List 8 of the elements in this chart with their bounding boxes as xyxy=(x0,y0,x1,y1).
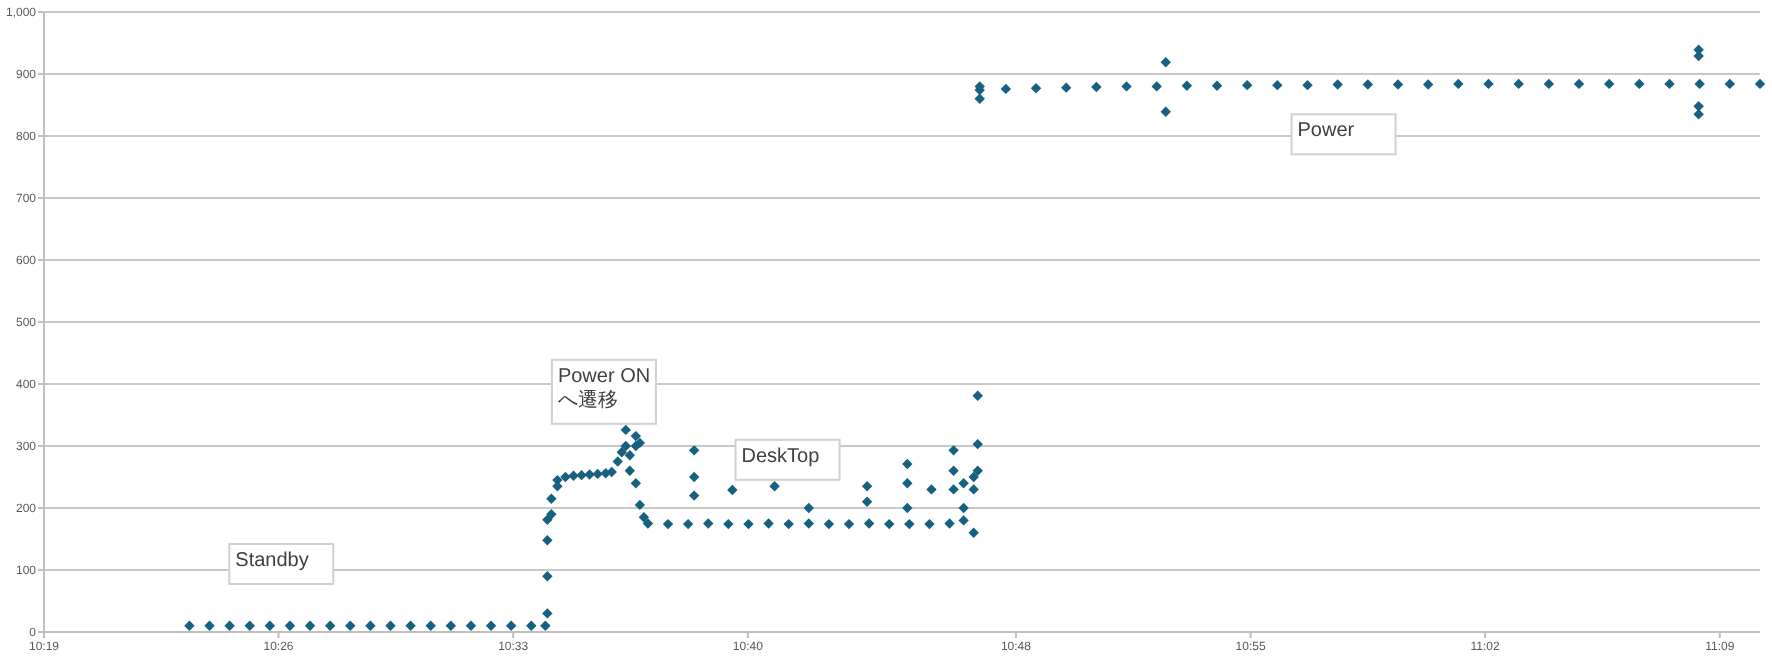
annotation: Power xyxy=(1290,113,1397,156)
annotation: DeskTop xyxy=(741,445,821,468)
annotation: Standby xyxy=(235,549,309,572)
annotation: Standby xyxy=(228,542,335,585)
annotation: DeskTop xyxy=(734,438,841,481)
annotation: Power ON へ遷移 xyxy=(557,365,651,412)
annotation: Power xyxy=(1297,120,1356,143)
annotation: Power ON へ遷移 xyxy=(550,358,657,425)
